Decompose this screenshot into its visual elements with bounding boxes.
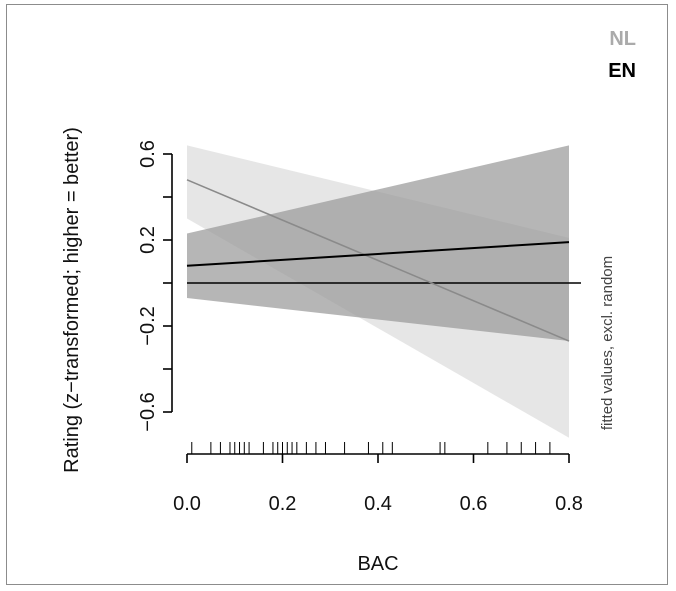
x-tick-label: 0.8 [555, 493, 583, 515]
side-note: fitted values, excl. random [599, 256, 616, 430]
fitted-line-nl [186, 179, 570, 342]
y-axis-title: Rating (z−transformed; higher = better) [61, 127, 83, 473]
confidence-bands [187, 145, 569, 438]
y-axis: −0.6 −0.2 0.2 0.6 [137, 140, 173, 432]
x-tick-label: 0.6 [460, 493, 488, 515]
ci-band-en [187, 145, 569, 342]
fitted-lines [186, 179, 570, 342]
y-tick-label: −0.6 [137, 392, 159, 431]
x-axis-title: BAC [357, 553, 398, 575]
x-tick-label: 0.2 [269, 493, 297, 515]
fitted-line-en [186, 241, 570, 267]
y-tick-label: −0.2 [137, 306, 159, 345]
legend-entry-nl: NL [609, 28, 636, 50]
x-tick-label: 0.4 [364, 493, 392, 515]
legend-entry-en: EN [608, 60, 636, 82]
figure-frame [6, 4, 668, 585]
y-tick-label: 0.2 [137, 226, 159, 254]
x-tick-label: 0.0 [173, 493, 201, 515]
x-axis: 0.0 0.2 0.4 0.6 0.8 [173, 453, 583, 515]
y-tick-label: 0.6 [137, 140, 159, 168]
legend: NL EN [608, 28, 636, 82]
rug-marks [191, 442, 551, 454]
